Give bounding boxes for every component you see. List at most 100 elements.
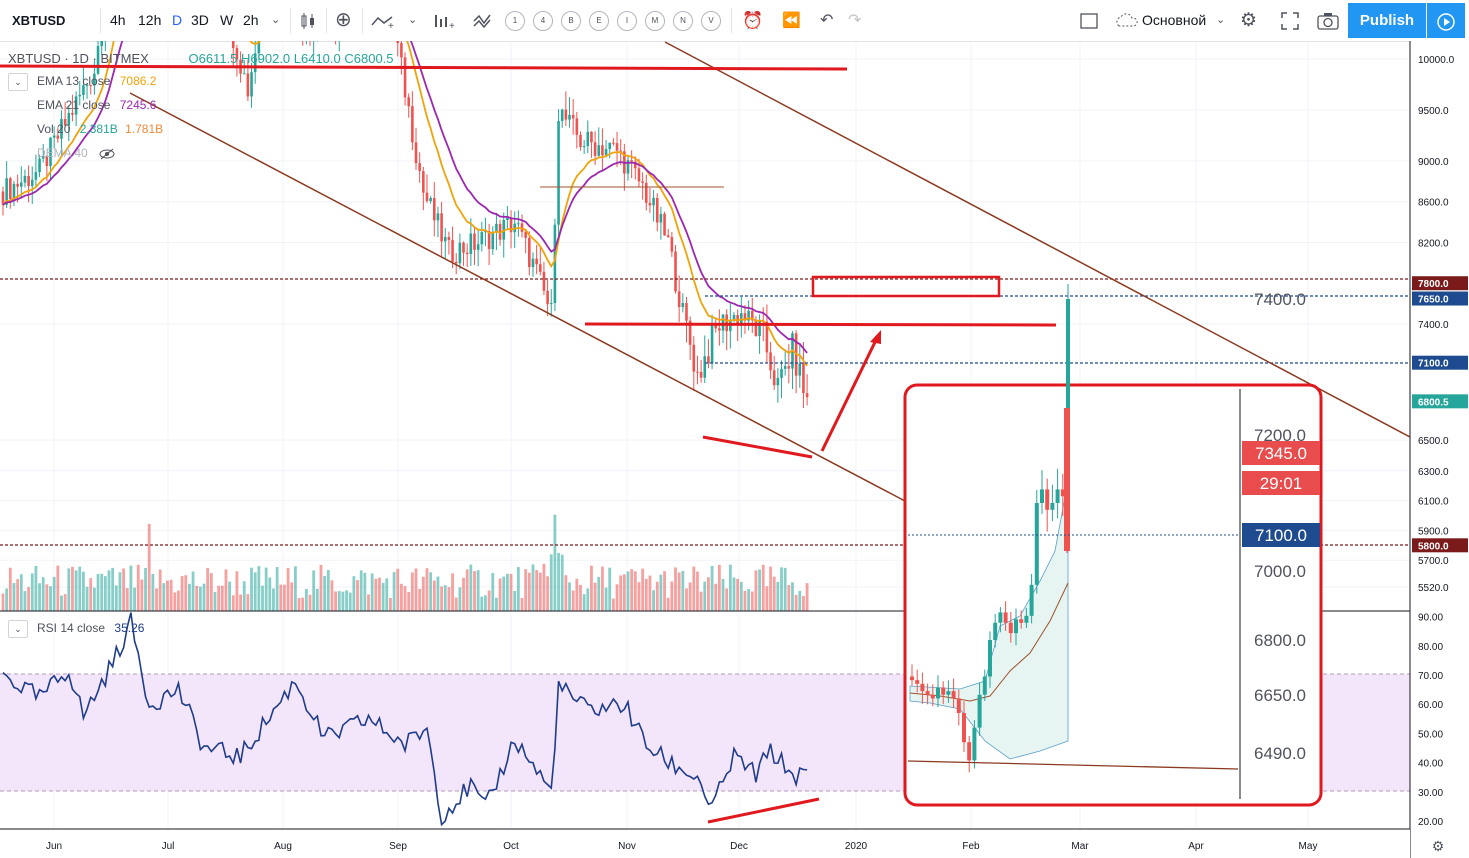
alert-icon[interactable]: ⏰: [742, 11, 764, 30]
volume-bar: [166, 580, 169, 611]
candle-body: [63, 119, 67, 126]
indicator-1-button[interactable]: 1: [505, 11, 525, 31]
axis-settings-icon[interactable]: ⚙: [1432, 838, 1445, 854]
hidden-eye-icon[interactable]: [99, 146, 115, 160]
redo-icon[interactable]: ↷: [848, 12, 862, 29]
indicator-4-button[interactable]: 4: [533, 11, 553, 31]
symbol-search[interactable]: XBTUSD: [12, 13, 66, 28]
time-tick-label: Feb: [962, 841, 980, 852]
vol-label: Vol 20: [37, 122, 71, 136]
templates-icon[interactable]: [472, 0, 496, 41]
indicator-i-button[interactable]: I: [617, 11, 637, 31]
camera-icon[interactable]: [1316, 0, 1340, 41]
legend-collapse-button[interactable]: ⌄: [8, 73, 28, 91]
volume-bar: [440, 586, 443, 611]
timeframe-2h[interactable]: 2h: [243, 12, 259, 28]
volume-bar: [685, 588, 688, 611]
volume-bar: [473, 571, 476, 611]
volume-bar: [418, 588, 422, 611]
candle-body: [674, 251, 677, 292]
timeframe-12h[interactable]: 12h: [138, 12, 162, 28]
ema-line: [2, 41, 808, 367]
layout-dropdown-icon[interactable]: ⌄: [1216, 14, 1226, 26]
candle-body: [677, 291, 681, 308]
candle-body: [707, 356, 710, 364]
volume-bar: [403, 586, 407, 611]
volume-bar: [158, 569, 162, 611]
volume-bar: [630, 569, 634, 611]
candle-body: [473, 233, 476, 250]
candles-style-icon[interactable]: [298, 0, 318, 41]
price-markers: 7800.0 7650.0 7100.0 6800.5 5800.0: [1412, 276, 1468, 553]
indicator-v-button[interactable]: V: [701, 11, 721, 31]
volume-bar: [560, 554, 564, 611]
candles: [1, 41, 809, 409]
volume-bar: [217, 585, 221, 611]
price-axis[interactable]: [1410, 41, 1469, 858]
inset-candle-body: [1050, 503, 1055, 510]
replay-icon[interactable]: ⏪: [782, 12, 801, 29]
inset-candle-body: [1040, 489, 1044, 503]
candle-body: [681, 303, 685, 308]
candle-body: [568, 114, 571, 120]
volume-bar: [414, 568, 418, 611]
candle-body: [703, 356, 707, 378]
rsi-collapse-button[interactable]: ⌄: [8, 620, 28, 638]
volume-bar: [425, 568, 429, 611]
candle-body: [612, 142, 615, 144]
layout-name[interactable]: Основной: [1142, 12, 1207, 28]
candle-body: [16, 183, 19, 187]
indicators-icon[interactable]: +: [432, 0, 456, 41]
indicator-n-button[interactable]: N: [673, 11, 693, 31]
candle-body: [425, 192, 429, 202]
volume-bar: [16, 579, 20, 611]
rsi-tick-label: 80.00: [1418, 642, 1443, 653]
candle-body: [564, 109, 568, 120]
candle-body: [743, 313, 747, 321]
volume-bar: [447, 587, 451, 611]
timeframe-4h[interactable]: 4h: [110, 12, 126, 28]
candle-body: [78, 94, 82, 97]
indicator-b-button[interactable]: B: [561, 11, 581, 31]
volume-bar: [356, 580, 359, 611]
candle-body: [798, 363, 802, 376]
settings-gear-icon[interactable]: ⚙: [1240, 10, 1258, 31]
svg-text:+: +: [388, 21, 394, 31]
volume-bar: [505, 573, 509, 611]
fullscreen-box-icon[interactable]: [1079, 0, 1099, 41]
undo-icon[interactable]: ↶: [820, 12, 834, 29]
volume-bar: [549, 554, 553, 611]
compare-icon[interactable]: +: [370, 0, 396, 41]
volume-bar: [283, 584, 286, 611]
time-axis[interactable]: [0, 829, 1410, 858]
volume-bar: [677, 572, 681, 611]
play-button[interactable]: [1427, 3, 1465, 38]
add-indicator-icon[interactable]: ⊕: [335, 9, 352, 31]
ema21-label: EMA 21 close: [37, 98, 111, 112]
candle-body: [783, 366, 787, 369]
volume-bar: [111, 567, 115, 611]
volume-bar: [681, 571, 685, 611]
candle-body: [96, 46, 100, 74]
timeframe-w[interactable]: W: [220, 12, 234, 28]
timeframe-d[interactable]: D: [172, 12, 183, 28]
timeframe-dropdown-icon[interactable]: ⌄: [271, 14, 281, 26]
candle-body: [535, 258, 538, 265]
indicator-m-button[interactable]: M: [645, 11, 665, 31]
expand-icon[interactable]: [1280, 0, 1300, 41]
candle-body: [250, 72, 253, 97]
candle-body: [403, 57, 407, 98]
upper-trendline: [664, 41, 1411, 438]
chart-area[interactable]: 10000.0 9500.0 9000.0 8600.0 8200.0 7400.0 650…: [0, 41, 1469, 858]
volume-bar: [319, 564, 323, 611]
timeframe-3d[interactable]: 3D: [191, 12, 209, 28]
indicator-e-button[interactable]: E: [589, 11, 609, 31]
publish-button[interactable]: Publish: [1348, 3, 1426, 38]
volume-bar: [436, 576, 440, 611]
volume-bar: [378, 577, 381, 611]
price-marker-label: 5800.0: [1418, 541, 1449, 552]
volume-bar: [502, 576, 506, 611]
compare-dropdown-icon[interactable]: ⌄: [408, 14, 418, 26]
volume-bar: [590, 565, 593, 611]
candle-body: [67, 112, 71, 126]
